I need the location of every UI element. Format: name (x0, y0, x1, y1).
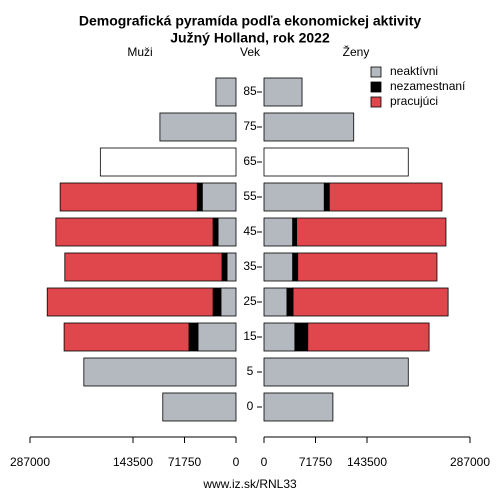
bar (263, 217, 294, 247)
bar (197, 322, 237, 352)
chart-subtitle: Južný Holland, rok 2022 (170, 30, 330, 46)
bar (63, 322, 190, 352)
bar (217, 217, 237, 247)
bar (196, 182, 203, 212)
bar (323, 182, 330, 212)
bar (59, 182, 198, 212)
age-label: 65 (243, 154, 257, 168)
bar (263, 252, 294, 282)
bar (64, 252, 223, 282)
bar (201, 182, 237, 212)
bar (46, 287, 214, 317)
legend-label: pracujúci (390, 94, 438, 108)
bar (226, 252, 237, 282)
bar (296, 217, 447, 247)
bar (286, 287, 294, 317)
bar (328, 182, 443, 212)
bar (263, 182, 325, 212)
legend-swatch (370, 66, 382, 78)
bar (263, 77, 303, 107)
bar (263, 322, 296, 352)
x-tick-label: 143500 (347, 455, 387, 469)
bar (212, 287, 222, 317)
bar (188, 322, 199, 352)
x-tick-label: 143500 (113, 455, 153, 469)
x-tick-label: 71750 (168, 455, 202, 469)
age-label: 15 (243, 329, 257, 343)
chart-title: Demografická pyramída podľa ekonomickej … (79, 13, 422, 29)
bar (263, 392, 334, 422)
age-label: 55 (243, 189, 257, 203)
bar (162, 392, 237, 422)
bar (83, 357, 237, 387)
bar (212, 217, 219, 247)
legend-label: nezamestnaní (390, 79, 466, 93)
x-tick-label: 287000 (450, 455, 490, 469)
age-label: 75 (243, 119, 257, 133)
x-tick-label: 71750 (299, 455, 333, 469)
legend-label: neaktívni (390, 64, 438, 78)
bar (307, 322, 430, 352)
source: www.iz.sk/RNL33 (202, 477, 297, 491)
bar (263, 357, 409, 387)
x-tick-label: 0 (233, 455, 240, 469)
bar (263, 112, 355, 142)
bar (215, 77, 237, 107)
bar (159, 112, 237, 142)
bar (292, 287, 449, 317)
bar (99, 147, 237, 177)
bar (263, 287, 288, 317)
bar (55, 217, 214, 247)
age-label: 35 (243, 259, 257, 273)
bar (292, 217, 298, 247)
age-label: 25 (243, 294, 257, 308)
age-label: 45 (243, 224, 257, 238)
bar (292, 252, 299, 282)
bar (220, 287, 237, 317)
age-label: 0 (247, 399, 254, 413)
bar (263, 147, 409, 177)
age-label: 85 (243, 84, 257, 98)
right-label: Ženy (343, 44, 370, 59)
left-label: Muži (127, 45, 152, 59)
legend-swatch (370, 81, 382, 93)
bar (297, 252, 438, 282)
x-tick-label: 0 (261, 455, 268, 469)
x-tick-label: 287000 (10, 455, 50, 469)
age-label: 5 (247, 364, 254, 378)
bar (294, 322, 309, 352)
legend-swatch (370, 96, 382, 108)
center-label: Vek (240, 45, 261, 59)
bar (221, 252, 228, 282)
